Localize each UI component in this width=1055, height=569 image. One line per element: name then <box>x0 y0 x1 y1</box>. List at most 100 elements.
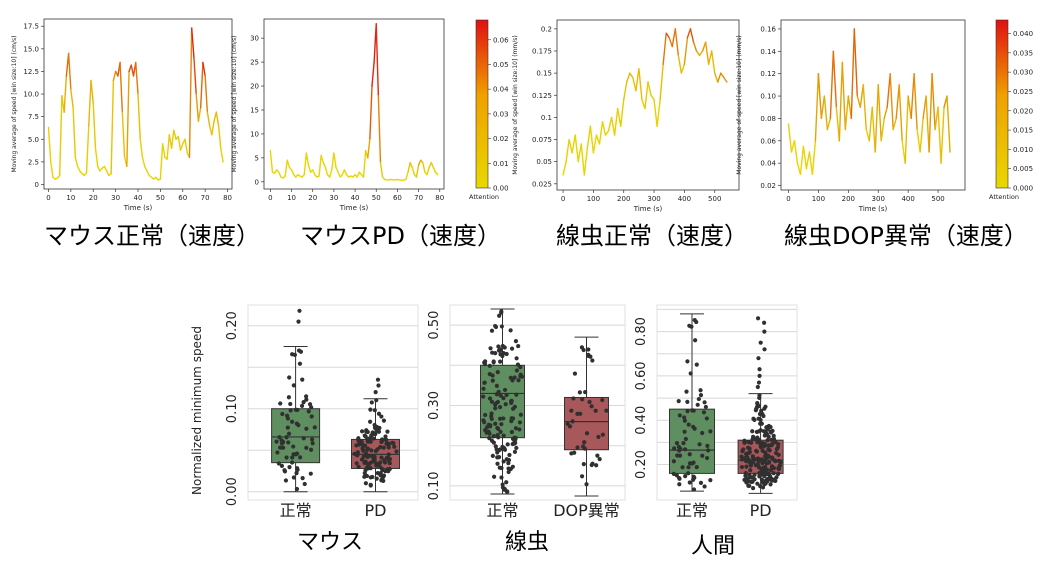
swarm-dot <box>756 380 762 385</box>
line-segment <box>144 165 148 172</box>
line-segment <box>671 28 677 48</box>
y-tick-label: 0.025 <box>532 180 552 188</box>
swarm-dot <box>294 471 299 476</box>
colorbar-tick-label: 0.01 <box>493 160 509 168</box>
swarm-dot <box>677 413 682 418</box>
swarm-dot <box>384 437 389 443</box>
swarm-dot <box>776 452 781 457</box>
y-tick-label: 0.175 <box>532 47 552 55</box>
swarm-dot <box>755 481 760 486</box>
line-segment <box>211 120 215 136</box>
line-segment <box>626 72 631 83</box>
line-segment <box>47 126 52 163</box>
swarm-dot <box>488 424 493 429</box>
line-segment <box>367 138 371 159</box>
colorbar-tick-label: 0.05 <box>493 61 509 69</box>
swarm-dot <box>295 407 300 413</box>
swarm-dot <box>685 399 690 404</box>
line-segment <box>318 154 322 177</box>
swarm-dot <box>512 441 517 446</box>
line-segment <box>601 121 607 136</box>
x-tick-label: 50 <box>372 194 381 202</box>
swarm-dot <box>383 434 388 439</box>
swarm-dot <box>507 452 512 458</box>
x-tick-label: 0 <box>46 194 50 202</box>
swarm-dot <box>508 375 513 380</box>
swarm-dot <box>365 429 370 435</box>
swarm-dot <box>482 420 487 425</box>
swarm-dot <box>495 370 500 375</box>
swarm-dot <box>302 481 307 487</box>
y-tick-label: 0.2 <box>541 25 552 33</box>
swarm-dot <box>308 447 314 452</box>
chart-mouse-normal: 0 10 20 30 40 50 60 70 80 0 2.5 5.0 7.5 10.0 12.5 15.0 1… <box>0 0 240 215</box>
swarm-dot <box>763 450 768 455</box>
x-tick-label: 300 <box>647 195 660 203</box>
line-segment <box>269 149 274 173</box>
swarm-dot <box>498 393 503 398</box>
swarm-dot <box>499 324 504 329</box>
swarm-dot <box>496 426 501 431</box>
y-tick-label: 0.60 <box>634 361 649 390</box>
swarm-dot <box>365 446 370 451</box>
x-tick-label: 70 <box>414 194 423 202</box>
swarm-dot <box>368 407 373 412</box>
line-segment <box>925 95 930 153</box>
line-segment <box>841 61 847 131</box>
swarm-dot <box>754 448 759 453</box>
swarm-dot <box>513 339 519 344</box>
line-segment <box>337 171 341 178</box>
line-segment <box>832 50 838 108</box>
y-tick-label: 0.06 <box>760 137 776 145</box>
swarm-dot <box>495 455 500 460</box>
chart-mouse-box: 0.00 0.10 0.20 Normalized minimum speed 正常 PD <box>190 300 430 520</box>
swarm-dot <box>757 474 762 479</box>
swarm-dot <box>489 328 495 333</box>
swarm-dot <box>295 467 300 472</box>
line-segment <box>723 76 728 83</box>
line-segment <box>94 147 99 168</box>
x-tick-label: 10 <box>287 194 296 202</box>
swarm-dot <box>518 412 524 417</box>
swarm-dot <box>744 459 749 464</box>
swarm-dot <box>498 429 503 434</box>
swarm-dot <box>757 367 762 372</box>
colorbar-mouse-panel: 0.00 0.01 0.02 0.03 0.04 0.05 0.06 Attention <box>462 0 522 215</box>
line-segment <box>193 57 197 95</box>
y-tick-label: 5.0 <box>28 136 39 144</box>
y-tick-label: 0.00 <box>225 477 240 506</box>
swarm-dot <box>747 472 752 478</box>
line-segment <box>919 117 924 153</box>
line-segment <box>808 151 814 176</box>
swarm-dot <box>392 444 397 449</box>
x-tick-label: 40 <box>351 194 360 202</box>
swarm-dot <box>705 443 710 448</box>
x-tick-label: 100 <box>812 195 825 203</box>
swarm-dot <box>687 452 692 457</box>
swarm-dot <box>487 363 492 368</box>
line-segment <box>97 165 101 172</box>
line-segment <box>805 151 811 170</box>
swarm-dot <box>575 445 580 450</box>
line-segment <box>610 116 616 136</box>
x-tick-label: 100 <box>587 195 600 203</box>
line-segment <box>689 28 695 43</box>
swarm-dot <box>369 400 374 405</box>
swarm-dot <box>306 409 311 414</box>
x-tick-label: 300 <box>872 195 885 203</box>
line-segment <box>58 95 63 177</box>
swarm-dot <box>600 432 605 437</box>
line-segment <box>686 28 692 39</box>
swarm-dot <box>514 368 519 373</box>
swarm-dot <box>767 460 772 465</box>
swarm-dot <box>490 373 495 378</box>
swarm-dot <box>288 401 293 407</box>
swarm-dot <box>304 426 309 431</box>
swarm-dot <box>290 460 295 465</box>
swarm-dot <box>770 455 775 460</box>
swarm-dot <box>379 439 384 445</box>
line-segment <box>704 41 710 65</box>
swarm-dot <box>372 422 377 428</box>
swarm-dot <box>694 362 699 367</box>
line-segment <box>680 63 686 74</box>
